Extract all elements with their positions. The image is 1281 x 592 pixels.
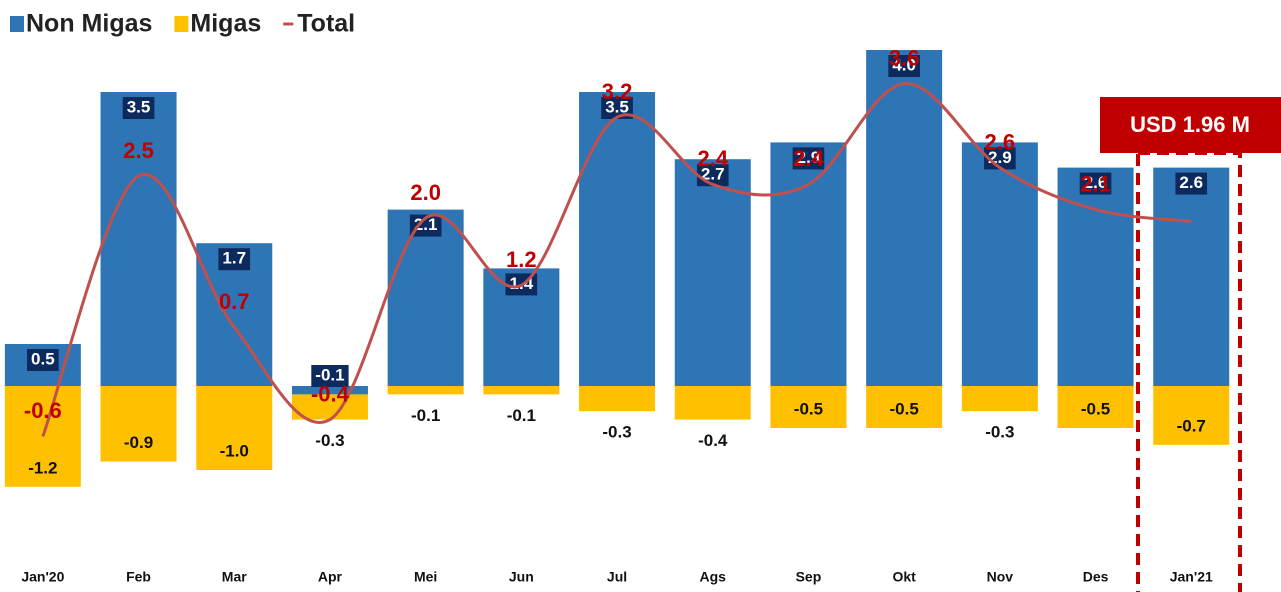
bar	[100, 386, 177, 462]
x-tick-label: Mei	[414, 569, 437, 585]
bar	[1057, 386, 1134, 428]
annotation-box	[1100, 97, 1281, 153]
bar	[483, 386, 560, 395]
line-label: 1.2	[506, 247, 537, 272]
bar	[387, 209, 464, 386]
bar	[579, 92, 656, 386]
bar-label: -0.7	[1177, 416, 1206, 435]
bar-label: -1.2	[28, 458, 57, 477]
x-tick-label: Des	[1083, 569, 1109, 585]
bar-label: 2.6	[1084, 173, 1108, 192]
bar-label: 4.0	[892, 55, 916, 74]
x-tick-label: Jun	[509, 569, 534, 585]
bar	[961, 386, 1038, 412]
bar	[770, 386, 847, 428]
bar-label: -0.5	[1081, 399, 1110, 418]
x-tick-label: Feb	[126, 569, 151, 585]
bar	[579, 386, 656, 412]
bar	[291, 394, 368, 420]
bar-label-box	[311, 365, 349, 387]
bar-label: -0.5	[794, 399, 823, 418]
legend-label: Non Migas	[26, 10, 152, 38]
line-label: 3.6	[889, 45, 920, 70]
x-tick-label: Jul	[607, 569, 627, 585]
bar-label: 1.7	[222, 249, 246, 268]
total-line	[41, 82, 1192, 437]
x-tick-label: Apr	[318, 569, 343, 585]
bar	[961, 142, 1038, 386]
bar	[674, 159, 751, 386]
x-tick-label: Ags	[700, 569, 727, 585]
bar	[196, 386, 273, 470]
bar	[1057, 167, 1134, 386]
bar-label: -0.1	[507, 406, 536, 425]
bar	[866, 50, 943, 386]
bar-label: -0.3	[985, 423, 1014, 442]
bar-label-box	[27, 349, 59, 371]
bar	[1153, 386, 1230, 445]
bar-label-box	[122, 97, 155, 119]
bar-label-box	[1175, 172, 1208, 195]
bar-label-box	[1079, 172, 1112, 195]
bar-label: 2.7	[701, 165, 725, 184]
bar	[291, 386, 368, 395]
bar-label: -0.1	[315, 365, 344, 384]
bar-label-box	[218, 248, 251, 271]
x-tick-label: Sep	[796, 569, 822, 585]
line-label: 0.7	[219, 289, 250, 314]
bar-label: 2.9	[797, 148, 821, 167]
line-label: -0.4	[311, 381, 350, 406]
x-tick-label: Jan'21	[1170, 569, 1213, 585]
bar-label: -0.3	[315, 431, 344, 450]
line-label: 3.2	[602, 79, 633, 104]
bar	[387, 386, 464, 395]
x-tick-label: Mar	[222, 569, 247, 585]
line-label: 2.0	[410, 180, 441, 205]
legend-label: Total	[297, 10, 355, 38]
legend-label: Migas	[190, 10, 261, 38]
bar-label-box	[984, 147, 1016, 170]
bar-label: 2.1	[414, 215, 438, 234]
bar	[866, 386, 943, 428]
x-tick-label: Okt	[892, 569, 916, 585]
bar-label: 3.5	[127, 97, 151, 116]
bar-label-box	[792, 147, 825, 170]
line-label: 2.4	[697, 146, 728, 171]
bar-label-box	[888, 55, 920, 77]
bar-label: -0.1	[411, 406, 440, 425]
bar	[100, 92, 177, 386]
bar-label: 0.5	[31, 349, 55, 368]
bar	[674, 386, 751, 420]
bar	[770, 142, 847, 386]
line-label: 2.1	[1080, 171, 1111, 196]
bar-label: 3.5	[605, 97, 629, 116]
bar-label: -0.3	[602, 423, 631, 442]
bar	[1153, 167, 1230, 386]
legend-swatch	[174, 16, 189, 32]
bar-label: 2.6	[1179, 173, 1203, 192]
bar-label: -0.9	[124, 433, 153, 452]
bar-label: -0.5	[890, 399, 919, 418]
x-tick-label: Nov	[987, 569, 1014, 585]
bar-label-box	[409, 214, 442, 237]
bar-label: -1.0	[220, 441, 249, 460]
annotation-text: USD 1.96 M	[1130, 112, 1250, 137]
highlight-frame	[1136, 151, 1242, 592]
legend-swatch	[10, 16, 24, 32]
line-label: 2.6	[985, 129, 1016, 154]
annotation: USD 1.96 M	[1100, 97, 1281, 592]
bar-label: -0.4	[698, 431, 728, 450]
x-tick-label: Jan'20	[21, 569, 64, 585]
line-label: -0.6	[24, 398, 62, 423]
line-label: 2.5	[123, 138, 154, 163]
line-label: 2.4	[793, 146, 824, 171]
